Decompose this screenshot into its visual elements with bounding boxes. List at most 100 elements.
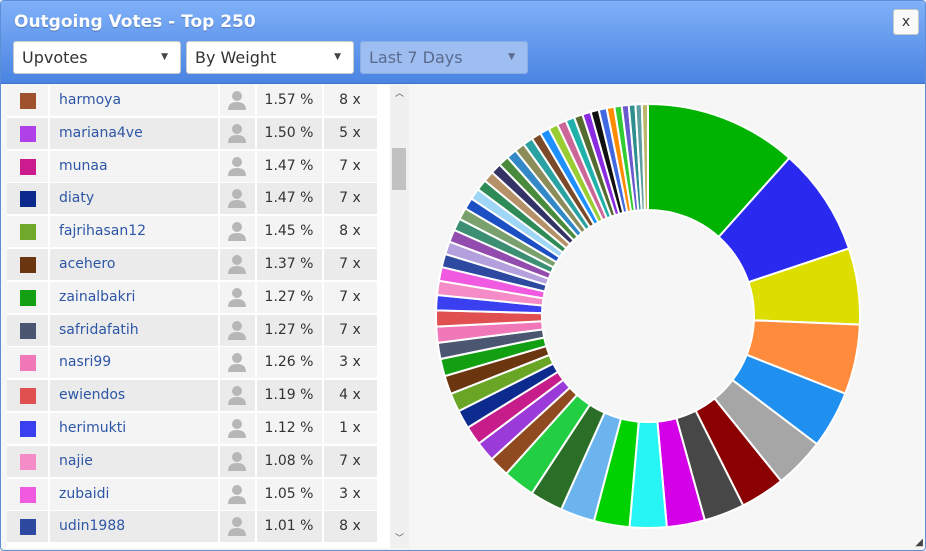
list-item[interactable]: fajrihasan12 1.45 % 8 x	[7, 216, 377, 250]
divider	[48, 117, 50, 149]
vote-count: 7 x	[339, 452, 361, 469]
divider	[218, 314, 220, 346]
color-swatch-cell	[7, 380, 48, 411]
scroll-down-arrow-icon[interactable]: ﹀	[394, 534, 404, 544]
divider	[218, 249, 220, 280]
list-item[interactable]: zainalbakri 1.27 % 7 x	[7, 281, 377, 315]
vote-percent: 1.26 %	[264, 354, 314, 371]
voter-name-link[interactable]: zainalbakri	[59, 288, 136, 305]
list-item[interactable]: munaa 1.47 % 7 x	[7, 150, 377, 184]
divider	[48, 314, 50, 346]
voter-name-link[interactable]: safridafatih	[59, 321, 139, 338]
voter-name-link[interactable]: nasri99	[59, 354, 112, 371]
divider	[322, 249, 324, 280]
period-dropdown[interactable]: Last 7 Days ▼	[360, 41, 528, 74]
user-icon[interactable]	[220, 249, 254, 280]
voter-name-link[interactable]: harmoya	[59, 92, 122, 108]
scroll-up-arrow-icon[interactable]: ︿	[394, 89, 404, 99]
divider	[218, 150, 220, 182]
user-icon[interactable]	[220, 282, 254, 313]
list-item[interactable]: harmoya 1.57 % 8 x	[7, 85, 377, 118]
divider	[48, 216, 50, 248]
vote-count: 7 x	[339, 256, 361, 272]
user-icon[interactable]	[220, 347, 254, 378]
vote-count: 3 x	[339, 354, 361, 371]
chevron-down-icon: ▼	[508, 52, 515, 62]
user-icon[interactable]	[220, 183, 254, 214]
divider	[255, 478, 257, 510]
divider	[322, 85, 324, 116]
list-item[interactable]: acehero 1.37 % 7 x	[7, 249, 377, 282]
voter-name-link[interactable]: ewiendos	[59, 387, 126, 404]
resize-grip-icon[interactable]: ◢	[915, 537, 923, 548]
voter-name-link[interactable]: zubaidi	[59, 485, 110, 502]
divider	[48, 85, 50, 116]
list-item[interactable]: zubaidi 1.05 % 3 x	[7, 478, 377, 512]
divider	[322, 314, 324, 346]
color-swatch	[20, 388, 36, 405]
close-button[interactable]: x	[893, 9, 919, 35]
divider	[322, 478, 324, 510]
sort-dropdown[interactable]: By Weight ▼	[186, 41, 354, 74]
voter-name-link[interactable]: diaty	[59, 190, 95, 207]
list-item[interactable]: nasri99 1.26 % 3 x	[7, 347, 377, 381]
voter-name-link[interactable]: herimukti	[59, 420, 127, 436]
voter-name-link[interactable]: acehero	[59, 256, 116, 272]
donut-slice[interactable]	[640, 102, 649, 212]
list-item[interactable]: udin1988 1.01 % 8 x	[7, 511, 377, 545]
window-title: Outgoing Votes - Top 250	[14, 12, 256, 32]
chevron-down-icon: ▼	[334, 52, 341, 62]
user-icon[interactable]	[220, 446, 254, 477]
list-item[interactable]: herimukti 1.12 % 1 x	[7, 413, 377, 446]
color-swatch-cell	[7, 446, 48, 477]
color-swatch	[20, 486, 36, 503]
list-item[interactable]: ewiendos 1.19 % 4 x	[7, 380, 377, 414]
vote-count: 1 x	[339, 420, 361, 436]
user-icon[interactable]	[220, 380, 254, 411]
scroll-thumb[interactable]	[392, 148, 406, 190]
vote-count: 7 x	[339, 157, 361, 174]
color-swatch	[20, 158, 36, 175]
voter-name-link[interactable]: najie	[59, 452, 93, 469]
divider	[218, 347, 220, 379]
voter-name-link[interactable]: udin1988	[59, 518, 126, 535]
user-icon[interactable]	[220, 511, 254, 542]
color-swatch	[20, 257, 36, 273]
list-item[interactable]: mariana4ve 1.50 % 5 x	[7, 117, 377, 151]
divider	[322, 281, 324, 313]
vote-percent: 1.01 %	[264, 518, 314, 535]
divider	[322, 445, 324, 477]
user-icon[interactable]	[220, 479, 254, 510]
voter-name-link[interactable]: munaa	[59, 157, 108, 174]
list-item[interactable]: safridafatih 1.27 % 7 x	[7, 314, 377, 348]
vote-count: 8 x	[339, 223, 361, 240]
divider	[218, 85, 220, 116]
user-icon[interactable]	[220, 413, 254, 444]
divider	[218, 183, 220, 215]
divider	[255, 249, 257, 280]
vote-type-dropdown[interactable]: Upvotes ▼	[13, 41, 181, 74]
list-item[interactable]: najie 1.08 % 7 x	[7, 445, 377, 479]
divider	[255, 281, 257, 313]
divider	[255, 183, 257, 215]
user-icon[interactable]	[220, 151, 254, 182]
vote-percent: 1.27 %	[264, 321, 314, 338]
divider	[322, 150, 324, 182]
vote-count: 7 x	[339, 288, 361, 305]
user-icon[interactable]	[220, 216, 254, 247]
divider	[255, 85, 257, 116]
list-item[interactable]: diaty 1.47 % 7 x	[7, 183, 377, 217]
voter-name-link[interactable]: fajrihasan12	[59, 223, 147, 240]
vote-percent: 1.57 %	[264, 92, 314, 108]
voter-name-link[interactable]: mariana4ve	[59, 124, 143, 141]
user-icon[interactable]	[220, 315, 254, 346]
user-icon[interactable]	[220, 85, 254, 116]
color-swatch-cell	[7, 479, 48, 510]
divider	[48, 413, 50, 444]
vote-type-value: Upvotes	[22, 48, 88, 67]
vote-percent: 1.45 %	[264, 223, 314, 240]
list-scrollbar[interactable]: ︿ ﹀	[390, 85, 409, 548]
user-icon[interactable]	[220, 118, 254, 149]
color-swatch-cell	[7, 347, 48, 378]
